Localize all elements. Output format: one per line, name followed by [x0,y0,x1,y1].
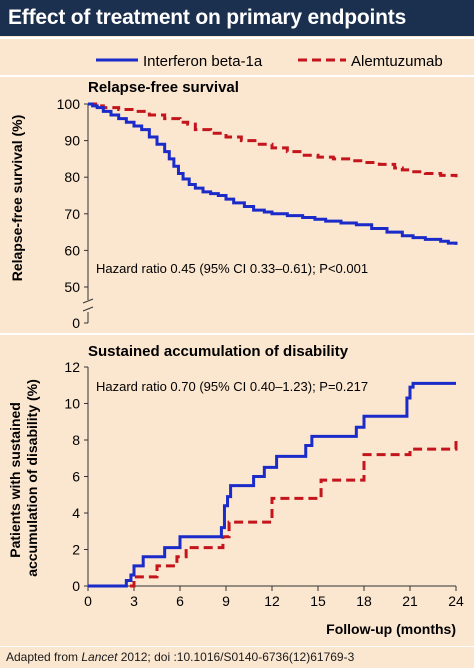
panel-top-annotation: Hazard ratio 0.45 (95% CI 0.33–0.61); P<… [96,261,368,276]
xtick-label: 18 [356,593,372,609]
source-footer: Adapted from Lancet 2012; doi :10.1016/S… [0,646,474,668]
xtick-label: 12 [264,593,280,609]
top-ytick-label: 70 [64,206,80,222]
panel-bottom-annotation: Hazard ratio 0.70 (95% CI 0.40–1.23); P=… [96,379,368,394]
top-series-alemtuzumab [88,102,458,178]
panel-relapse-free-survival: Relapse-free survival Relapse-free survi… [9,79,458,331]
xtick-label: 6 [176,593,184,609]
top-series-interferon [88,102,458,245]
xtick-label: 21 [402,593,418,609]
bottom-series-alemtuzumab [88,440,458,588]
bottom-series-interferon [88,381,456,588]
footer-suffix: 2012; doi :10.1016/S0140-6736(12)61769-3 [117,650,355,664]
xtick-label: 0 [84,593,92,609]
panel-bottom-series [88,381,458,588]
figure-title: Effect of treatment on primary endpoints [0,0,474,36]
panel-top-series [88,102,458,245]
panel-disability: Sustained accumulation of disability Pat… [7,343,464,637]
legend: Interferon beta-1a Alemtuzumab [96,53,443,70]
panel-bottom-ylabel: Patients with sustained accumulation of … [7,379,40,577]
top-ytick-label: 80 [64,169,80,185]
top-ytick-label: 100 [57,96,81,112]
panel-bottom-ylabel-line1: Patients with sustained [7,402,23,558]
bottom-ytick-label: 10 [64,396,80,412]
panel-top-title: Relapse-free survival [88,79,239,96]
bottom-ytick-label: 8 [72,432,80,448]
top-ytick-label: 0 [72,315,80,331]
panel-bottom-title: Sustained accumulation of disability [88,343,349,360]
xtick-label: 9 [222,593,230,609]
x-axis-label: Follow-up (months) [326,621,456,637]
panel-top-ticks: 0 50 60 70 80 90 100 [57,96,94,331]
top-ytick-label: 60 [64,242,80,258]
bottom-ytick-label: 2 [72,542,80,558]
footer-journal: Lancet [81,650,118,664]
top-ytick-label: 50 [64,279,80,295]
panel-top-ylabel: Relapse-free survival (%) [9,115,25,282]
axis-break-mark [82,306,94,312]
xtick-label: 24 [448,593,464,609]
top-ytick-label: 90 [64,133,80,149]
bottom-ytick-label: 4 [72,505,80,521]
bottom-ytick-label: 0 [72,578,80,594]
panel-bottom-ylabel-line2: accumulation of disability (%) [24,379,40,577]
legend-label-interferon: Interferon beta-1a [143,53,263,70]
xtick-label: 3 [130,593,138,609]
bottom-ytick-label: 12 [64,359,80,375]
legend-label-alemtuzumab: Alemtuzumab [351,53,443,70]
bottom-ytick-label: 6 [72,469,80,485]
axis-break-mark [82,298,94,304]
footer-prefix: Adapted from [6,650,82,664]
chart-area: Interferon beta-1a Alemtuzumab Relapse-f… [0,37,474,637]
xtick-label: 15 [310,593,326,609]
